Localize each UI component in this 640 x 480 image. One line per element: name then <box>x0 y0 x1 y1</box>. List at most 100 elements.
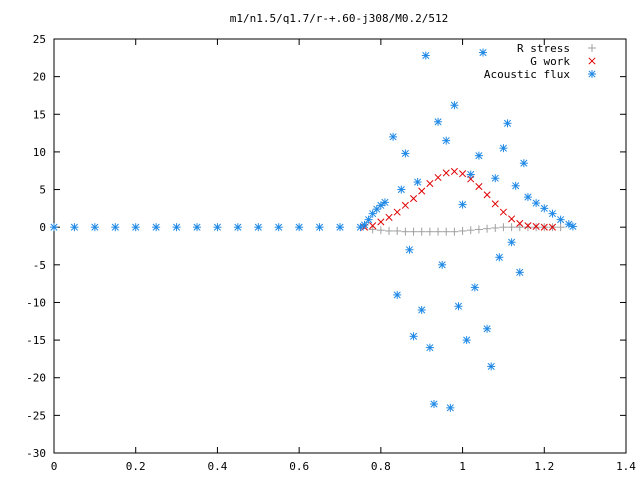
data-point <box>376 226 385 235</box>
data-point <box>462 336 471 345</box>
data-point <box>532 223 541 232</box>
data-point <box>458 226 467 235</box>
data-point <box>568 222 577 231</box>
legend-marker <box>588 70 596 78</box>
x-tick-label: 0.4 <box>207 460 227 473</box>
x-tick-label: 0.8 <box>371 460 391 473</box>
data-point <box>369 222 377 230</box>
data-point <box>540 204 549 213</box>
data-point <box>491 223 500 232</box>
x-tick-label: 1 <box>459 460 466 473</box>
data-point <box>111 223 120 232</box>
data-point <box>429 400 438 409</box>
chart-title: m1/n1.5/q1.7/r-+.60-j308/M0.2/512 <box>230 12 449 25</box>
data-point <box>442 136 451 145</box>
data-point <box>421 51 430 60</box>
data-point <box>418 187 426 195</box>
series-layer <box>50 48 577 412</box>
data-point <box>434 227 443 236</box>
data-point <box>425 227 434 236</box>
data-point <box>524 222 532 230</box>
data-point <box>213 223 222 232</box>
x-tick-label: 0.2 <box>126 460 146 473</box>
series-g-work <box>360 167 557 231</box>
y-tick-label: 0 <box>39 221 46 234</box>
y-tick-label: -25 <box>26 409 46 422</box>
data-point <box>405 245 414 254</box>
legend-marker <box>588 44 596 52</box>
data-point <box>507 223 516 232</box>
data-point <box>442 227 451 236</box>
y-tick-label: -30 <box>26 447 46 460</box>
data-point <box>458 200 467 209</box>
data-point <box>434 117 443 126</box>
data-point <box>466 170 475 179</box>
y-tick-label: -15 <box>26 334 46 347</box>
data-point <box>499 144 508 153</box>
data-point <box>336 223 344 232</box>
data-point <box>393 208 401 216</box>
y-tick-label: 10 <box>33 146 46 159</box>
data-point <box>556 215 565 224</box>
data-point <box>50 223 58 232</box>
data-point <box>442 169 450 177</box>
data-point <box>385 226 394 235</box>
data-point <box>401 149 410 158</box>
data-point <box>450 227 459 236</box>
data-point <box>487 362 496 371</box>
y-tick-label: -20 <box>26 372 46 385</box>
data-point <box>564 220 573 229</box>
data-point <box>450 167 458 176</box>
data-point <box>372 205 381 214</box>
x-tick-label: 1.2 <box>534 460 554 473</box>
data-point <box>254 223 263 232</box>
y-tick-label: -5 <box>33 259 46 272</box>
data-point <box>393 290 402 299</box>
data-point <box>417 227 426 236</box>
x-tick-label: 0 <box>51 460 58 473</box>
series-acoustic-flux <box>50 48 577 412</box>
data-point <box>425 343 434 352</box>
legend-label: Acoustic flux <box>484 68 570 81</box>
data-point <box>519 159 528 168</box>
legend-label: G work <box>530 55 570 68</box>
legend-label: R stress <box>517 42 570 55</box>
data-point <box>495 253 504 262</box>
data-point <box>523 223 532 232</box>
data-point <box>532 222 540 230</box>
data-point <box>516 219 524 227</box>
data-point <box>515 268 524 277</box>
x-tick-label: 0.6 <box>289 460 309 473</box>
y-tick-label: 15 <box>33 108 46 121</box>
data-point <box>540 223 548 231</box>
data-point <box>360 220 369 229</box>
data-point <box>491 200 499 208</box>
data-point <box>233 223 242 232</box>
plot-frame <box>53 38 627 454</box>
y-tick-label: 25 <box>33 33 46 46</box>
data-point <box>397 185 406 194</box>
y-tick-label: -10 <box>26 296 46 309</box>
data-point <box>409 227 418 236</box>
data-point <box>90 223 99 232</box>
data-point <box>417 305 426 314</box>
x-tick-label: 1.4 <box>616 460 636 473</box>
data-point <box>503 119 512 128</box>
data-point <box>508 215 516 223</box>
data-point <box>466 226 475 235</box>
data-point <box>548 223 557 231</box>
y-tick-label: 5 <box>39 184 46 197</box>
legend-marker <box>588 57 596 65</box>
data-point <box>131 223 140 232</box>
data-point <box>409 332 418 341</box>
data-point <box>479 48 487 57</box>
data-point <box>507 238 516 247</box>
data-point <box>459 170 467 178</box>
data-point <box>364 215 373 224</box>
data-point <box>474 151 483 160</box>
data-point <box>474 225 483 234</box>
data-point <box>377 218 385 226</box>
data-point <box>380 198 389 207</box>
